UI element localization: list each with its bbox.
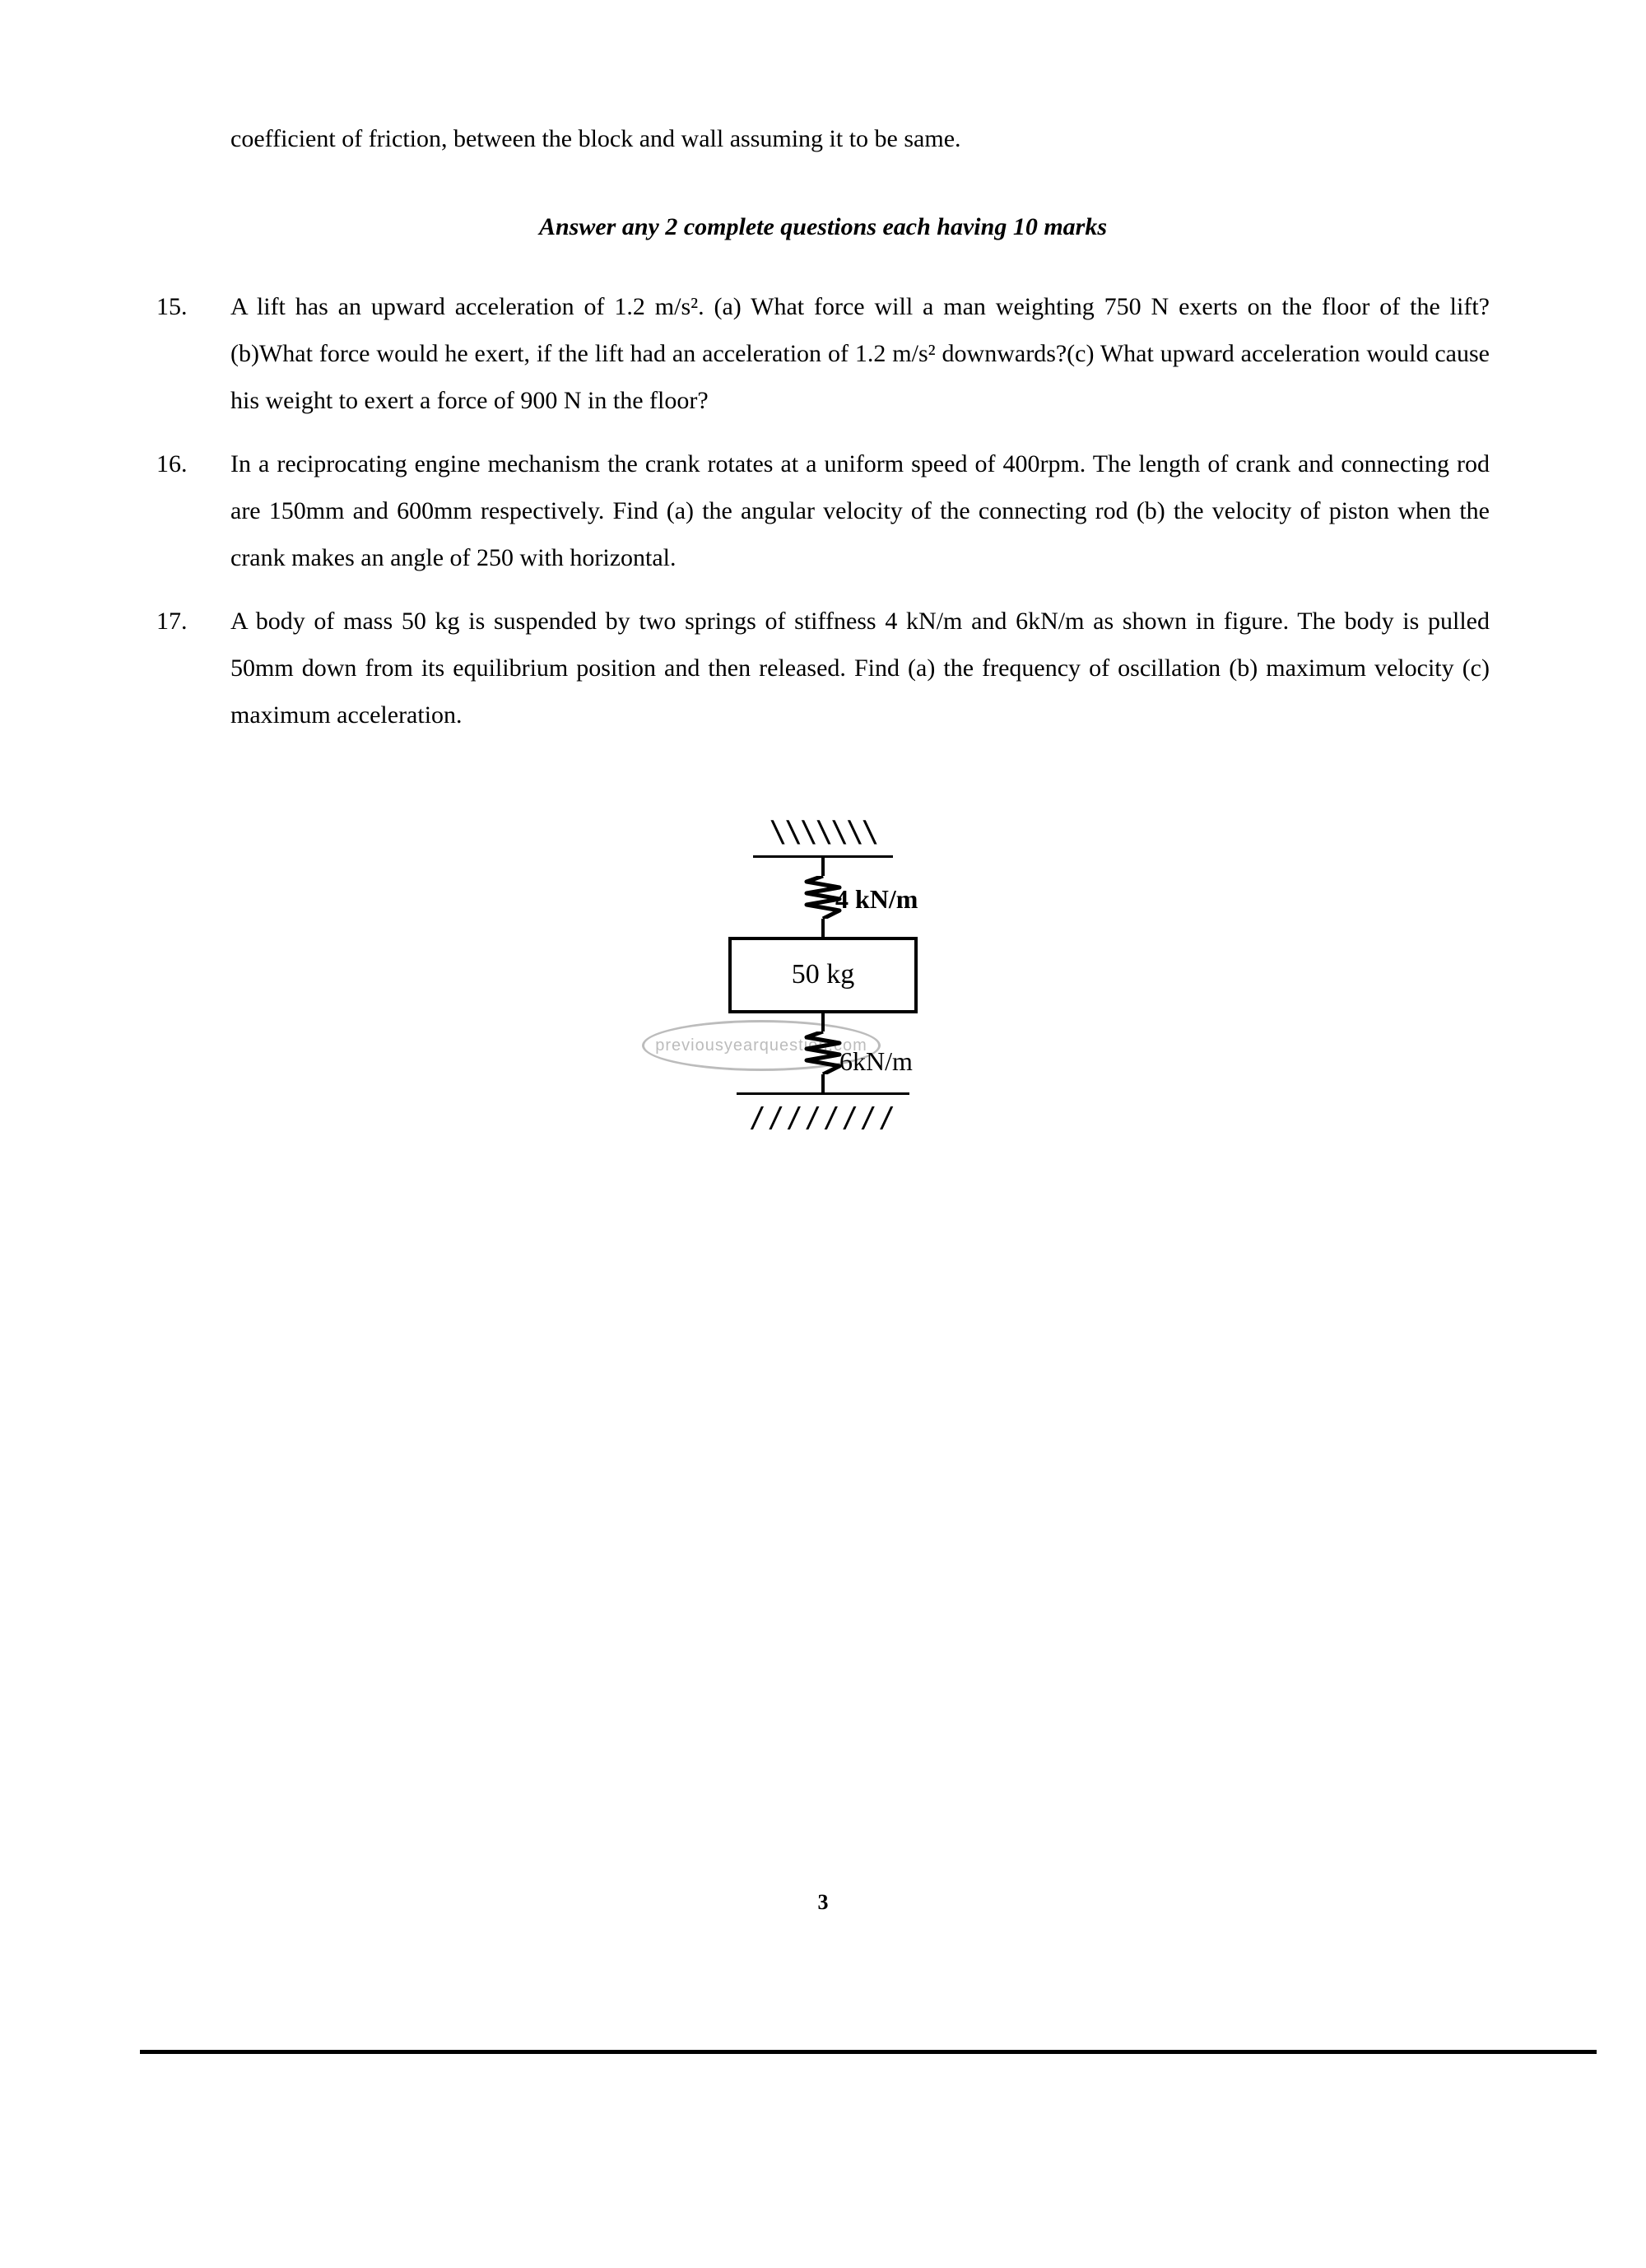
section-heading: Answer any 2 complete questions each hav… (156, 203, 1490, 250)
connector-rod (821, 858, 825, 876)
question-17: 17. A body of mass 50 kg is suspended by… (156, 598, 1490, 738)
question-number: 15. (156, 283, 230, 424)
connector-rod (821, 919, 825, 937)
bottom-rule (140, 2050, 1597, 2054)
question-15: 15. A lift has an upward acceleration of… (156, 283, 1490, 424)
question-16: 16. In a reciprocating engine mechanism … (156, 440, 1490, 581)
page-number: 3 (0, 1882, 1646, 1922)
fixed-support-top-icon: \\\\\\\ (708, 804, 938, 860)
spring-2-label: 6kN/m (839, 1036, 913, 1087)
spring-1-label: 4 kN/m (835, 874, 918, 924)
question-number: 16. (156, 440, 230, 581)
fixed-support-bottom-icon: //////// (708, 1092, 938, 1145)
spring-2-row: 6kN/m (708, 1032, 938, 1074)
question-text: A lift has an upward acceleration of 1.2… (230, 283, 1490, 424)
figure-container: previousyearquestion.com \\\\\\\ 4 kN/m … (156, 804, 1490, 1145)
connector-rod (821, 1013, 825, 1032)
spring-1-row: 4 kN/m (708, 876, 938, 919)
question-number: 17. (156, 598, 230, 738)
mass-box: 50 kg (728, 937, 918, 1013)
connector-rod (821, 1074, 825, 1092)
question-text: In a reciprocating engine mechanism the … (230, 440, 1490, 581)
question-text: A body of mass 50 kg is suspended by two… (230, 598, 1490, 738)
mass-label: 50 kg (792, 959, 855, 990)
spring-mass-figure: previousyearquestion.com \\\\\\\ 4 kN/m … (708, 804, 938, 1145)
intro-text: coefficient of friction, between the blo… (230, 115, 1490, 162)
